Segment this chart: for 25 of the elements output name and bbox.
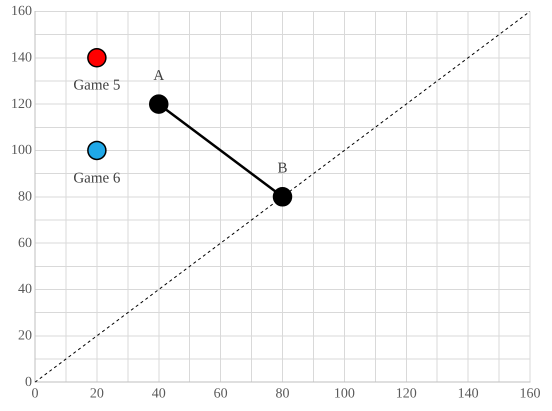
- x-tick-label: 140: [458, 386, 479, 402]
- series-label: Game 6: [73, 170, 121, 186]
- series-label: Game 5: [73, 78, 120, 94]
- point: [272, 187, 292, 207]
- point: [87, 48, 107, 68]
- y-tick-label: 100: [11, 143, 32, 158]
- y-tick-label: 40: [18, 282, 32, 298]
- x-tick-label: 20: [90, 386, 104, 402]
- x-tick-label: 60: [214, 386, 228, 402]
- x-tick-label: 100: [334, 386, 355, 402]
- point: [87, 140, 107, 160]
- x-tick-label: 40: [152, 386, 166, 402]
- y-tick-label: 0: [25, 374, 32, 390]
- x-tick-label: 80: [276, 386, 290, 402]
- annotation: B: [277, 160, 288, 177]
- x-tick-label: 160: [520, 386, 540, 402]
- y-tick-label: 60: [18, 236, 32, 251]
- y-tick-label: 20: [18, 328, 32, 344]
- y-tick-label: 80: [18, 189, 32, 204]
- x-tick-label: 120: [396, 386, 417, 402]
- y-tick-label: 140: [11, 50, 32, 66]
- point: [149, 94, 168, 114]
- y-tick-label: 160: [11, 4, 32, 20]
- annotation: A: [153, 68, 164, 84]
- y-tick-label: 120: [11, 96, 32, 112]
